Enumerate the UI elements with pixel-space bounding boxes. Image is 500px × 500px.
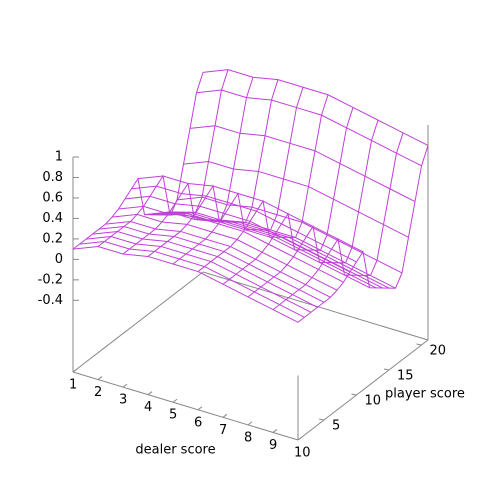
surface-column [72,72,204,250]
y-tick-label: 5 [332,419,340,434]
surface-row [157,211,383,289]
surface-row [176,196,403,274]
base-edge [72,271,204,373]
surface-column [122,77,254,255]
y-tick-label: 15 [397,369,414,384]
surface-row [202,69,429,146]
surface-column [297,145,429,323]
surface-row [85,235,312,313]
z-tick-label: 0.6 [42,190,63,205]
x-tick [147,391,153,396]
z-tick-label: 1 [55,150,63,165]
x-tick-label: 1 [69,378,77,393]
y-tick [318,418,325,421]
surface-row [189,125,416,202]
z-tick-label: -0.4 [38,293,63,308]
surface-row [92,230,318,308]
surface-column [247,119,379,298]
x-tick-label: 5 [169,408,177,423]
x-tick [197,406,203,411]
surface-column [147,79,279,257]
z-tick-label: 0 [55,252,63,267]
surface-row [183,160,409,238]
x-tick-label: 3 [119,393,127,408]
z-tick-label: 0.4 [42,211,63,226]
x-tick-label: 2 [94,385,102,400]
surface-column [222,107,354,285]
x-tick [247,421,253,426]
z-tick-label: 0.8 [42,170,63,185]
surface-column [272,132,404,310]
y-tick [416,343,422,346]
surface-row [98,225,325,303]
surface-row [196,89,422,167]
surface-column [197,94,329,272]
surface-row [105,220,331,298]
base-edge [297,339,429,441]
y-tick-label: 10 [365,394,382,409]
surface-column [97,69,229,247]
x-tick-label: 9 [269,438,277,453]
z-tick-label: -0.2 [38,272,63,287]
surface-row [170,211,396,289]
surface-row [118,205,344,283]
x-tick [172,398,178,403]
surface-row [111,213,338,291]
y-axis-label: player score [385,387,465,402]
x-tick [97,376,103,380]
x-tick [297,436,303,441]
surface-row [79,240,305,318]
x-tick-label: 6 [194,415,202,430]
surface-row [144,211,370,289]
y-tick [351,393,357,396]
surface-row [137,175,364,253]
y-tick-label: 20 [430,344,447,359]
surface-row [150,211,377,289]
x-tick-label: 4 [144,400,152,415]
surface-row [131,185,357,263]
x-tick [72,368,78,373]
surface-column [172,87,304,265]
x-tick [122,383,128,388]
surface-row [72,245,299,323]
y-tick [383,368,390,371]
x-tick-label: 8 [244,430,252,445]
z-tick-label: 0.2 [42,231,63,246]
base-edge [72,371,299,441]
x-tick-label: 10 [294,446,311,461]
x-axis-label: dealer score [135,443,215,458]
x-tick [222,413,228,418]
x-tick [272,429,278,433]
x-tick-label: 7 [219,423,227,438]
